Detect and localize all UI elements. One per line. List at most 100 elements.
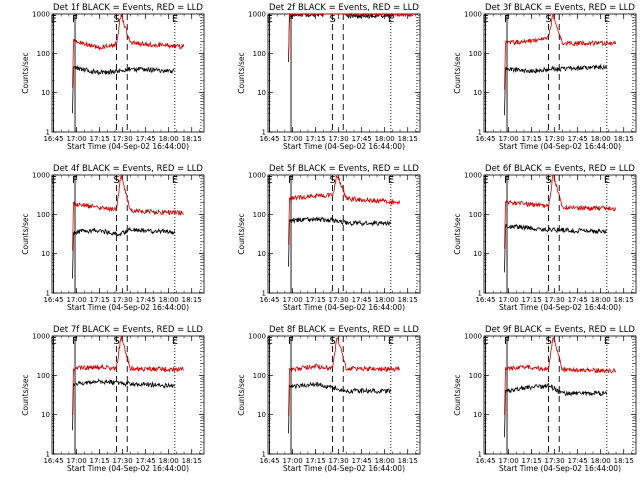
x-tick-label: 17:00 bbox=[282, 135, 302, 143]
x-tick-label: 17:15 bbox=[306, 135, 326, 143]
x-tick-label: 16:45 bbox=[475, 135, 495, 143]
x-tick-label: 16:45 bbox=[259, 296, 279, 304]
y-axis-label: Counts/sec bbox=[453, 213, 462, 254]
y-axis-label: Counts/sec bbox=[21, 374, 30, 415]
x-axis-label: Start Time (04-Sep-02 16:44:00) bbox=[67, 303, 189, 312]
y-axis-label: Counts/sec bbox=[21, 213, 30, 254]
x-tick-label: 16:45 bbox=[259, 135, 279, 143]
x-tick-label: 16:45 bbox=[259, 457, 279, 465]
x-tick-label: 17:30 bbox=[113, 296, 133, 304]
marker-label: E bbox=[604, 14, 610, 25]
x-tick-label: 17:15 bbox=[90, 457, 110, 465]
x-tick-label: 17:15 bbox=[90, 296, 110, 304]
y-tick-label: 1 bbox=[478, 451, 482, 459]
x-tick-label: 17:30 bbox=[329, 135, 349, 143]
panel-title: Det 7f BLACK = Events, RED = LLD bbox=[53, 325, 203, 335]
x-tick-label: 18:15 bbox=[182, 135, 202, 143]
x-tick-label: 18:00 bbox=[591, 296, 611, 304]
x-tick-label: 17:15 bbox=[306, 457, 326, 465]
events-series bbox=[504, 63, 607, 116]
marker-label: E bbox=[483, 175, 489, 186]
marker-label: S bbox=[329, 336, 335, 347]
y-tick-label: 100 bbox=[253, 211, 266, 219]
panel-9: Det 9f BLACK = Events, RED = LLD 1 10 100 10… bbox=[453, 325, 637, 473]
marker-label: E bbox=[267, 14, 273, 25]
y-tick-label: 100 bbox=[37, 50, 50, 58]
x-tick-label: 17:00 bbox=[498, 296, 518, 304]
x-tick-label: 17:30 bbox=[329, 296, 349, 304]
panel-title: Det 6f BLACK = Events, RED = LLD bbox=[485, 164, 635, 174]
x-tick-label: 17:00 bbox=[498, 135, 518, 143]
lld-series bbox=[72, 335, 184, 415]
x-tick-label: 17:45 bbox=[352, 296, 372, 304]
y-axis-label: Counts/sec bbox=[21, 52, 30, 93]
x-tick-label: 17:45 bbox=[568, 457, 588, 465]
x-axis-label: Start Time (04-Sep-02 16:44:00) bbox=[283, 464, 405, 473]
x-axis-label: Start Time (04-Sep-02 16:44:00) bbox=[283, 303, 405, 312]
marker-label: S bbox=[329, 14, 335, 25]
marker-label: F bbox=[504, 175, 510, 186]
y-tick-label: 100 bbox=[469, 211, 482, 219]
x-tick-label: 17:00 bbox=[66, 457, 86, 465]
marker-label: F bbox=[288, 14, 294, 25]
y-tick-label: 10 bbox=[41, 250, 50, 258]
panel-1: Det 1f BLACK = Events, RED = LLD 1 10 100 10… bbox=[21, 3, 205, 151]
x-tick-label: 17:15 bbox=[522, 296, 542, 304]
x-tick-label: 17:45 bbox=[352, 135, 372, 143]
x-tick-label: 17:15 bbox=[306, 296, 326, 304]
y-tick-label: 100 bbox=[37, 372, 50, 380]
axes-frame bbox=[483, 13, 637, 133]
x-tick-label: 16:45 bbox=[43, 135, 63, 143]
lld-series bbox=[72, 174, 184, 251]
events-series bbox=[504, 223, 607, 273]
marker-label: E bbox=[51, 336, 57, 347]
panel-title: Det 1f BLACK = Events, RED = LLD bbox=[53, 3, 203, 13]
events-series bbox=[72, 377, 175, 431]
x-tick-label: 18:15 bbox=[398, 457, 418, 465]
panel-title: Det 5f BLACK = Events, RED = LLD bbox=[269, 164, 419, 174]
x-tick-label: 18:15 bbox=[182, 296, 202, 304]
y-tick-label: 1 bbox=[478, 129, 482, 137]
marker-label: F bbox=[72, 336, 78, 347]
marker-label: E bbox=[267, 175, 273, 186]
x-tick-label: 17:30 bbox=[545, 296, 565, 304]
marker-label: S bbox=[113, 14, 119, 25]
marker-label: E bbox=[172, 14, 178, 25]
x-tick-label: 17:30 bbox=[113, 457, 133, 465]
x-tick-label: 18:15 bbox=[614, 457, 634, 465]
marker-label: E bbox=[388, 175, 394, 186]
y-tick-label: 1 bbox=[262, 290, 266, 298]
marker-label: E bbox=[483, 336, 489, 347]
x-tick-label: 17:45 bbox=[136, 135, 156, 143]
x-tick-label: 17:00 bbox=[66, 296, 86, 304]
panel-2: Det 2f BLACK = Events, RED = LLD 1 10 100 10… bbox=[237, 3, 421, 151]
x-tick-label: 18:15 bbox=[182, 457, 202, 465]
events-series bbox=[288, 12, 395, 63]
marker-label: S bbox=[545, 14, 551, 25]
marker-label: S bbox=[329, 175, 335, 186]
marker-label: E bbox=[267, 336, 273, 347]
panel-title: Det 4f BLACK = Events, RED = LLD bbox=[53, 164, 203, 174]
x-tick-label: 18:15 bbox=[398, 296, 418, 304]
y-tick-label: 1 bbox=[262, 129, 266, 137]
events-series bbox=[288, 216, 391, 267]
marker-label: F bbox=[72, 175, 78, 186]
axes-frame bbox=[51, 335, 205, 455]
panel-title: Det 3f BLACK = Events, RED = LLD bbox=[485, 3, 635, 13]
y-tick-label: 100 bbox=[469, 50, 482, 58]
marker-label: E bbox=[604, 175, 610, 186]
y-tick-label: 1000 bbox=[32, 11, 50, 19]
x-tick-label: 17:15 bbox=[522, 135, 542, 143]
panel-title: Det 9f BLACK = Events, RED = LLD bbox=[485, 325, 635, 335]
panel-8: Det 8f BLACK = Events, RED = LLD 1 10 100 10… bbox=[237, 325, 421, 473]
x-axis-label: Start Time (04-Sep-02 16:44:00) bbox=[499, 142, 621, 151]
x-tick-label: 16:45 bbox=[43, 296, 63, 304]
y-tick-label: 1000 bbox=[464, 172, 482, 180]
x-tick-label: 18:15 bbox=[614, 296, 634, 304]
marker-label: F bbox=[288, 336, 294, 347]
lld-series bbox=[504, 174, 617, 249]
x-tick-label: 18:00 bbox=[375, 296, 395, 304]
x-tick-label: 16:45 bbox=[475, 296, 495, 304]
x-tick-label: 17:45 bbox=[568, 135, 588, 143]
y-tick-label: 1 bbox=[46, 129, 50, 137]
